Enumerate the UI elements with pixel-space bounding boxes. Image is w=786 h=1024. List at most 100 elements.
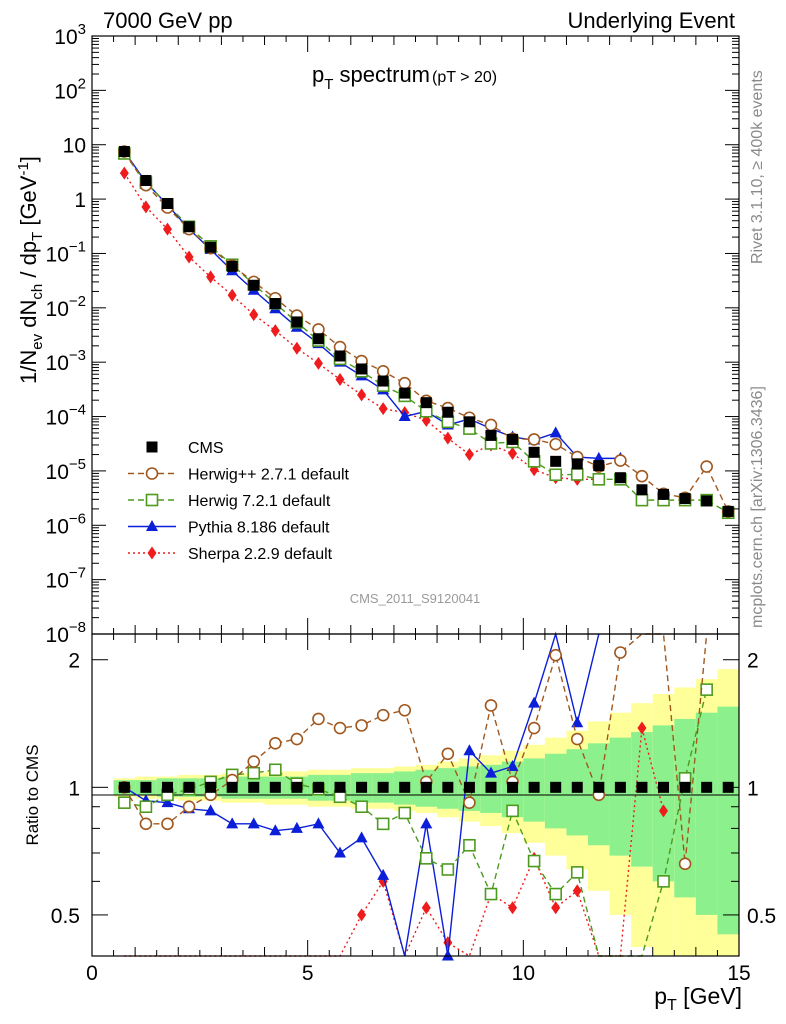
ratio-point-sherpa [659,804,669,818]
ratio-axis-ticks [91,634,740,956]
point-herwig7 [570,468,584,481]
ratio-point-herwig7 [139,800,153,814]
ratio-point-CMS [248,781,260,793]
ratio-point-pythia8 [571,716,584,728]
ratio-point-herwigpp [570,732,584,746]
point-sherpa [464,448,474,462]
ylabel-part: 1/N [16,350,41,384]
ratio-point-herwigpp [247,755,261,768]
y-tick-label: 10−8 [46,619,86,647]
legend-label-herwigpp: Herwig++ 2.7.1 default [188,467,350,484]
ylabel-part: / dp [16,241,41,284]
ratio-point-herwig7 [549,887,562,901]
ratio-point-herwig7 [355,800,368,814]
point-CMS [463,416,475,428]
xlabel-unit: [GeV] [677,983,742,1009]
ratio-point-herwigpp [549,648,562,662]
ratio-point-CMS [183,781,195,793]
ratio-point-herwig7 [700,683,713,696]
ratio-point-sherpa [421,901,431,915]
point-sherpa [249,308,259,322]
point-CMS [377,375,389,387]
band-inner-bin [695,712,718,915]
legend-marker-herwig7 [145,493,159,507]
ratio-point-CMS [701,781,713,793]
point-CMS [334,350,346,362]
ratio-point-herwig7 [376,817,390,831]
ylabel-part: dN [16,300,41,334]
ratio-point-herwigpp [355,719,368,732]
point-CMS [269,298,281,310]
ratio-point-herwigpp [376,708,390,722]
ratio-point-herwigpp [441,747,455,761]
y-tick-label: 103 [54,21,86,49]
x-tick-label: 0 [86,962,98,985]
ratio-point-pythia8 [204,804,217,816]
point-CMS [550,455,562,467]
ratio-point-pythia8 [441,949,454,961]
legend: CMS Herwig++ 2.7.1 default Herwig 7.2.1 de… [128,440,350,563]
mcplots-label: mcplots.cern.ch [arXiv:1306.3436] [749,386,766,628]
legend-marker-sherpa [147,546,157,560]
y-axis-label: 1/Nev dNch / dpT [GeV-1] [15,156,46,384]
point-CMS [356,363,368,375]
ratio-y-tick-label: 2 [68,650,80,673]
ratio-point-herwig7 [269,763,282,777]
header-right: Underlying Event [567,8,735,33]
point-sherpa [508,446,518,460]
ylabel-part: ch [29,284,46,300]
legend-marker-CMS [146,441,158,453]
y-tick-label: 10−6 [46,510,86,538]
ratio-point-herwigpp [139,817,153,831]
point-sherpa [357,388,367,402]
ratio-point-CMS [205,781,217,793]
ratio-line-sherpa [124,727,665,959]
ratio-y-tick-label-right: 2 [747,650,759,673]
main-axis-ticks [91,35,740,635]
point-sherpa [378,402,388,416]
ratio-point-CMS [356,781,368,793]
point-CMS [420,397,432,409]
ratio-point-herwigpp [312,712,325,726]
ratio-point-pythia8 [528,696,541,708]
y-tick-label: 10−4 [46,402,86,430]
ratio-y-tick-label: 0.5 [51,905,80,928]
ratio-point-herwig7 [657,875,670,888]
ratio-point-CMS [485,781,497,793]
y-tick-label: 10−1 [46,238,86,266]
ratio-point-herwig7 [247,766,261,780]
point-CMS [658,488,670,500]
ratio-point-herwigpp [161,817,174,831]
plot-title-rest: spectrum [333,62,430,87]
point-CMS [507,433,519,445]
point-sherpa [227,288,237,302]
point-herwigpp [700,460,713,473]
point-herwigpp [549,437,562,451]
ratio-point-CMS [550,781,562,793]
ratio-data-layer [118,631,734,961]
point-sherpa [162,222,172,236]
point-CMS [701,495,713,507]
point-herwigpp [527,433,541,446]
xlabel-main: p [654,983,667,1009]
ratio-point-herwig7 [419,852,433,865]
ratio-point-herwig7 [527,854,541,868]
header-left: 7000 GeV pp [103,8,233,33]
point-CMS [399,387,411,399]
ratio-point-CMS [442,781,454,793]
point-CMS [614,472,626,484]
ratio-point-herwig7 [570,866,584,879]
x-tick-label: 15 [727,962,750,985]
point-CMS [528,446,540,458]
point-pythia8 [592,451,605,463]
ratio-point-CMS [161,781,173,793]
ratio-point-CMS [420,781,432,793]
series-line-herwig7 [123,153,729,514]
band-inner-bin [631,732,653,867]
legend-label-sherpa: Sherpa 2.2.9 default [188,546,333,563]
ratio-point-sherpa [508,901,518,915]
ratio-point-pythia8 [290,821,303,833]
y-tick-label: 10−3 [46,347,86,375]
y-tick-label: 1 [74,189,86,212]
point-pythia8 [398,410,411,422]
